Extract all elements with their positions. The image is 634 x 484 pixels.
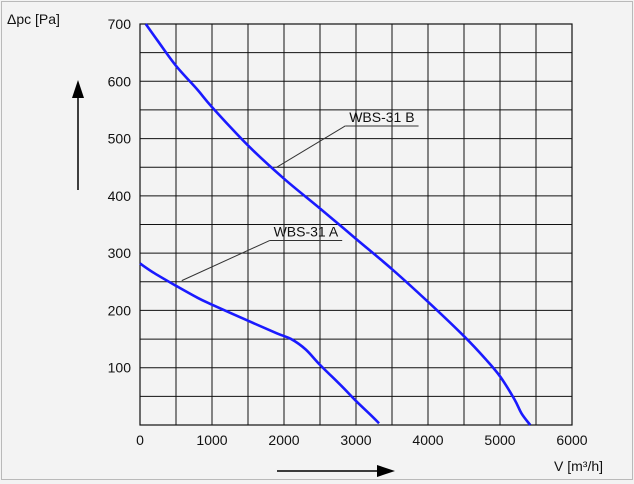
x-arrow-head [377, 465, 395, 477]
direction-arrows [72, 80, 395, 477]
y-tick-label: 600 [108, 73, 132, 89]
pressure-flow-chart: WBS-31 B WBS-31 A 0 1000 2000 3000 4000 5000 60… [7, 11, 603, 477]
x-tick-label: 0 [136, 432, 144, 448]
annotation-label-wbs-31-b: WBS-31 B [349, 109, 414, 125]
y-tick-label: 300 [108, 245, 132, 261]
annotation-label-wbs-31-a: WBS-31 A [274, 224, 339, 240]
x-tick-label: 1000 [196, 432, 227, 448]
y-tick-label: 400 [108, 188, 132, 204]
axis-labels: Δpc [Pa] V [m³/h] [7, 11, 603, 474]
x-tick-label: 5000 [484, 432, 515, 448]
x-tick-label: 2000 [268, 432, 299, 448]
y-arrow-head [72, 80, 84, 98]
x-axis-label: V [m³/h] [554, 458, 603, 474]
annotation-leader-wbs-31-b [276, 125, 346, 168]
y-tick-label: 700 [108, 16, 132, 32]
tick-labels: 0 1000 2000 3000 4000 5000 6000 100 200 300 400 500… [108, 16, 588, 448]
curve-wbs-31-a [139, 262, 380, 425]
annotations: WBS-31 B WBS-31 A [181, 109, 419, 282]
y-tick-label: 200 [108, 302, 132, 318]
y-tick-label: 500 [108, 131, 132, 147]
x-tick-label: 6000 [556, 432, 587, 448]
annotation-leader-wbs-31-a [181, 240, 270, 282]
grid-lines [139, 23, 573, 426]
y-tick-label: 100 [108, 360, 132, 376]
x-tick-label: 4000 [412, 432, 443, 448]
y-axis-label: Δpc [Pa] [7, 11, 60, 27]
curves [139, 23, 532, 426]
curve-wbs-31-b [144, 23, 532, 426]
x-tick-label: 3000 [340, 432, 371, 448]
